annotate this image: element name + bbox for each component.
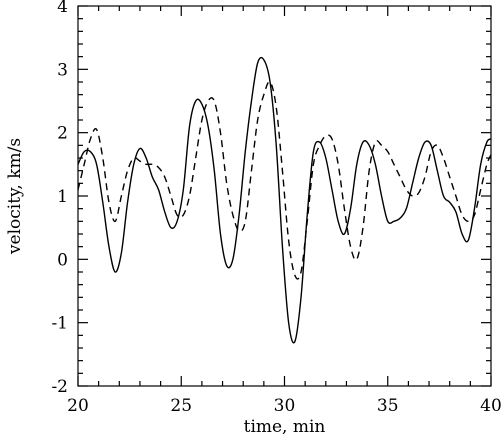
x-tick-label: 40 <box>480 396 502 416</box>
axis-ticks <box>77 5 492 387</box>
x-tick-label: 30 <box>274 396 296 416</box>
x-axis-label: time, min <box>244 417 326 436</box>
y-tick-label: 2 <box>57 124 68 144</box>
y-tick-label: 1 <box>57 187 68 207</box>
y-axis-label: velocity, km/s <box>5 138 25 255</box>
x-tick-label: 20 <box>67 396 89 416</box>
axis-tick-labels: 20 25 30 35 40 -2 -1 0 1 2 3 4 <box>51 0 501 416</box>
y-tick-label: -1 <box>51 314 68 334</box>
y-tick-label: -2 <box>51 377 68 397</box>
series-line-solid <box>77 56 492 344</box>
y-tick-label: 4 <box>57 0 68 17</box>
x-tick-label: 25 <box>170 396 192 416</box>
y-tick-label: 3 <box>57 60 68 80</box>
x-tick-label: 35 <box>377 396 399 416</box>
y-tick-label: 0 <box>57 250 68 270</box>
series-line-dashed <box>77 80 492 280</box>
